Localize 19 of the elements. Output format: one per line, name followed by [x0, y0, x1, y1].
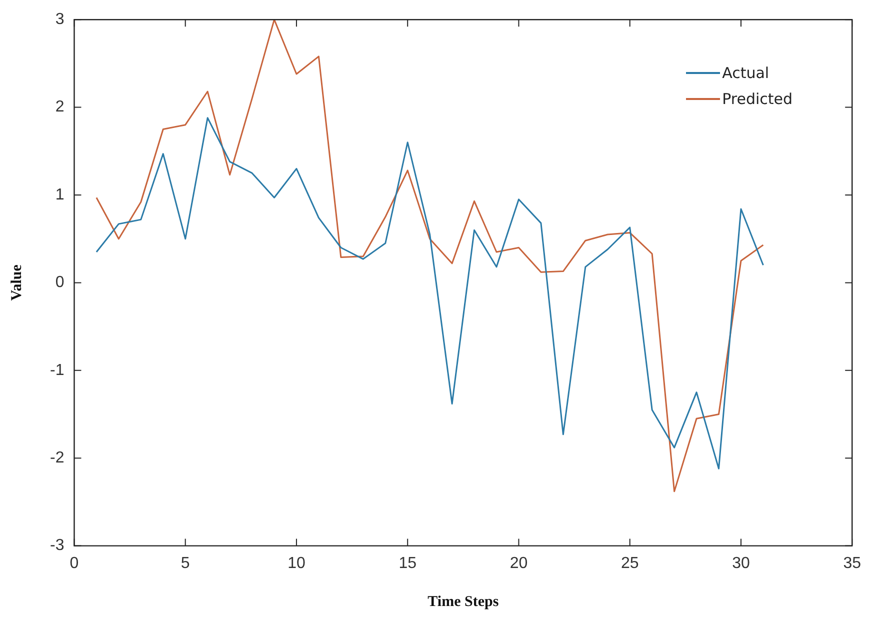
y-tick-label: -1 — [50, 362, 64, 379]
x-tick-label: 20 — [510, 554, 528, 572]
x-tick-label: 15 — [398, 554, 417, 572]
y-axis-title: Value — [8, 264, 25, 301]
y-tick-label: 1 — [55, 186, 64, 204]
y-tick-label: 0 — [55, 274, 64, 292]
y-tick-label: -3 — [50, 537, 64, 554]
y-tick-label: -2 — [50, 450, 64, 467]
x-tick-label: 35 — [843, 554, 862, 572]
x-axis-title: Time Steps — [428, 594, 499, 610]
x-tick-label: 5 — [180, 554, 190, 572]
y-tick-label: 3 — [55, 11, 64, 28]
legend-label: Actual — [722, 62, 770, 84]
legend-label: Predicted — [722, 88, 793, 110]
x-tick-label: 30 — [732, 554, 750, 572]
x-tick-label: 25 — [620, 554, 639, 572]
y-tick-label: 2 — [55, 98, 64, 116]
x-tick-label: 0 — [70, 554, 79, 572]
x-tick-label: 10 — [288, 554, 306, 572]
